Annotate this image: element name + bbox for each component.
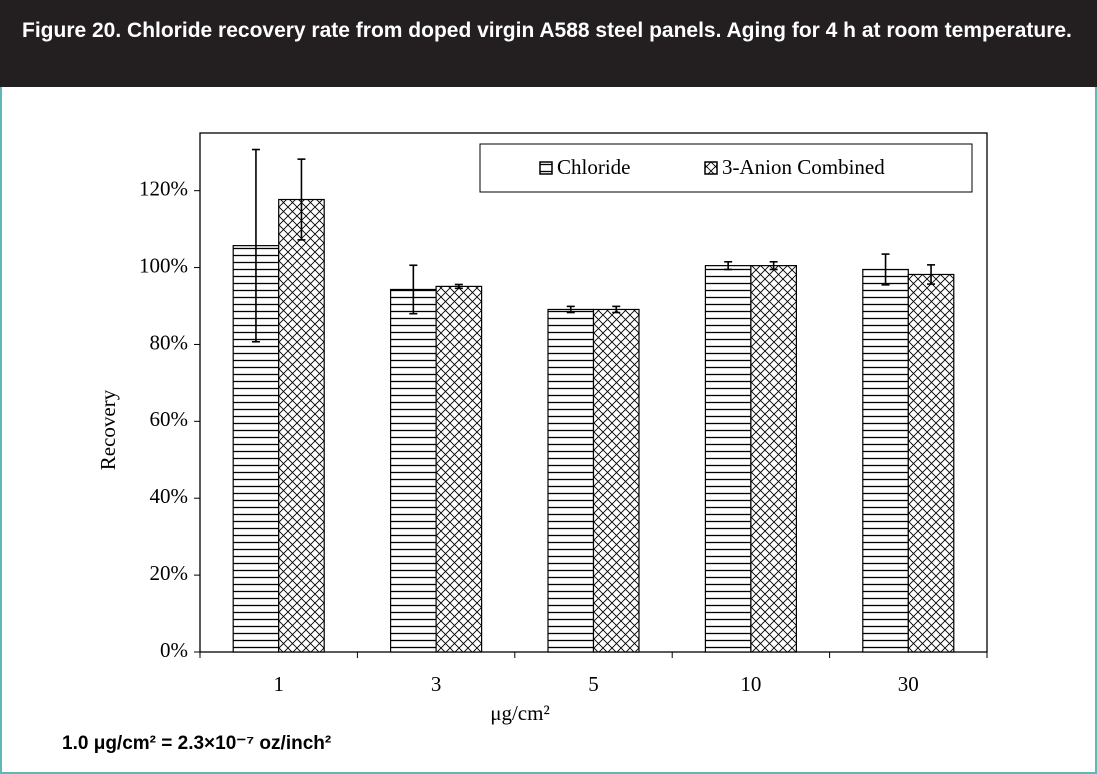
legend-label: Chloride <box>557 155 631 179</box>
y-tick-label: 40% <box>150 484 189 508</box>
x-tick-label: 3 <box>431 672 442 696</box>
error-bar <box>251 148 260 343</box>
error-bar <box>297 158 306 241</box>
error-bar <box>724 260 733 271</box>
x-tick-label: 1 <box>273 672 284 696</box>
legend-label: 3-Anion Combined <box>722 155 885 179</box>
error-bar <box>769 260 778 271</box>
bar <box>592 308 640 653</box>
y-tick-label: 0% <box>160 638 188 662</box>
figure-title: Figure 20. Chloride recovery rate from d… <box>22 19 1072 42</box>
error-bar <box>409 264 418 315</box>
bar <box>435 285 483 653</box>
error-bar <box>881 253 890 286</box>
y-axis-label: Recovery <box>96 389 120 470</box>
y-tick-label: 120% <box>139 176 188 200</box>
footnote: 1.0 μg/cm² = 2.3×10⁻⁷ oz/inch² <box>62 733 332 754</box>
bar <box>390 288 437 653</box>
x-tick-label: 10 <box>740 672 761 696</box>
legend-swatch <box>539 161 553 175</box>
y-tick-label: 100% <box>139 253 188 277</box>
y-tick-label: 20% <box>150 561 189 585</box>
legend-swatch <box>704 161 718 175</box>
bar <box>907 273 955 653</box>
error-bar <box>566 305 575 314</box>
error-bar <box>612 305 621 314</box>
header: Figure 20. Chloride recovery rate from d… <box>0 0 1097 87</box>
error-bar <box>454 283 463 290</box>
bar <box>278 198 325 653</box>
x-tick-label: 30 <box>898 672 919 696</box>
bar <box>862 268 909 653</box>
bar <box>547 308 595 653</box>
error-bar <box>927 264 936 285</box>
bar <box>704 265 752 653</box>
bar <box>750 265 798 653</box>
x-tick-label: 5 <box>588 672 599 696</box>
x-axis-label: μg/cm² <box>490 701 550 725</box>
frame <box>0 87 1097 774</box>
legend <box>479 143 973 193</box>
y-tick-label: 80% <box>150 330 189 354</box>
y-tick-label: 60% <box>150 407 189 431</box>
